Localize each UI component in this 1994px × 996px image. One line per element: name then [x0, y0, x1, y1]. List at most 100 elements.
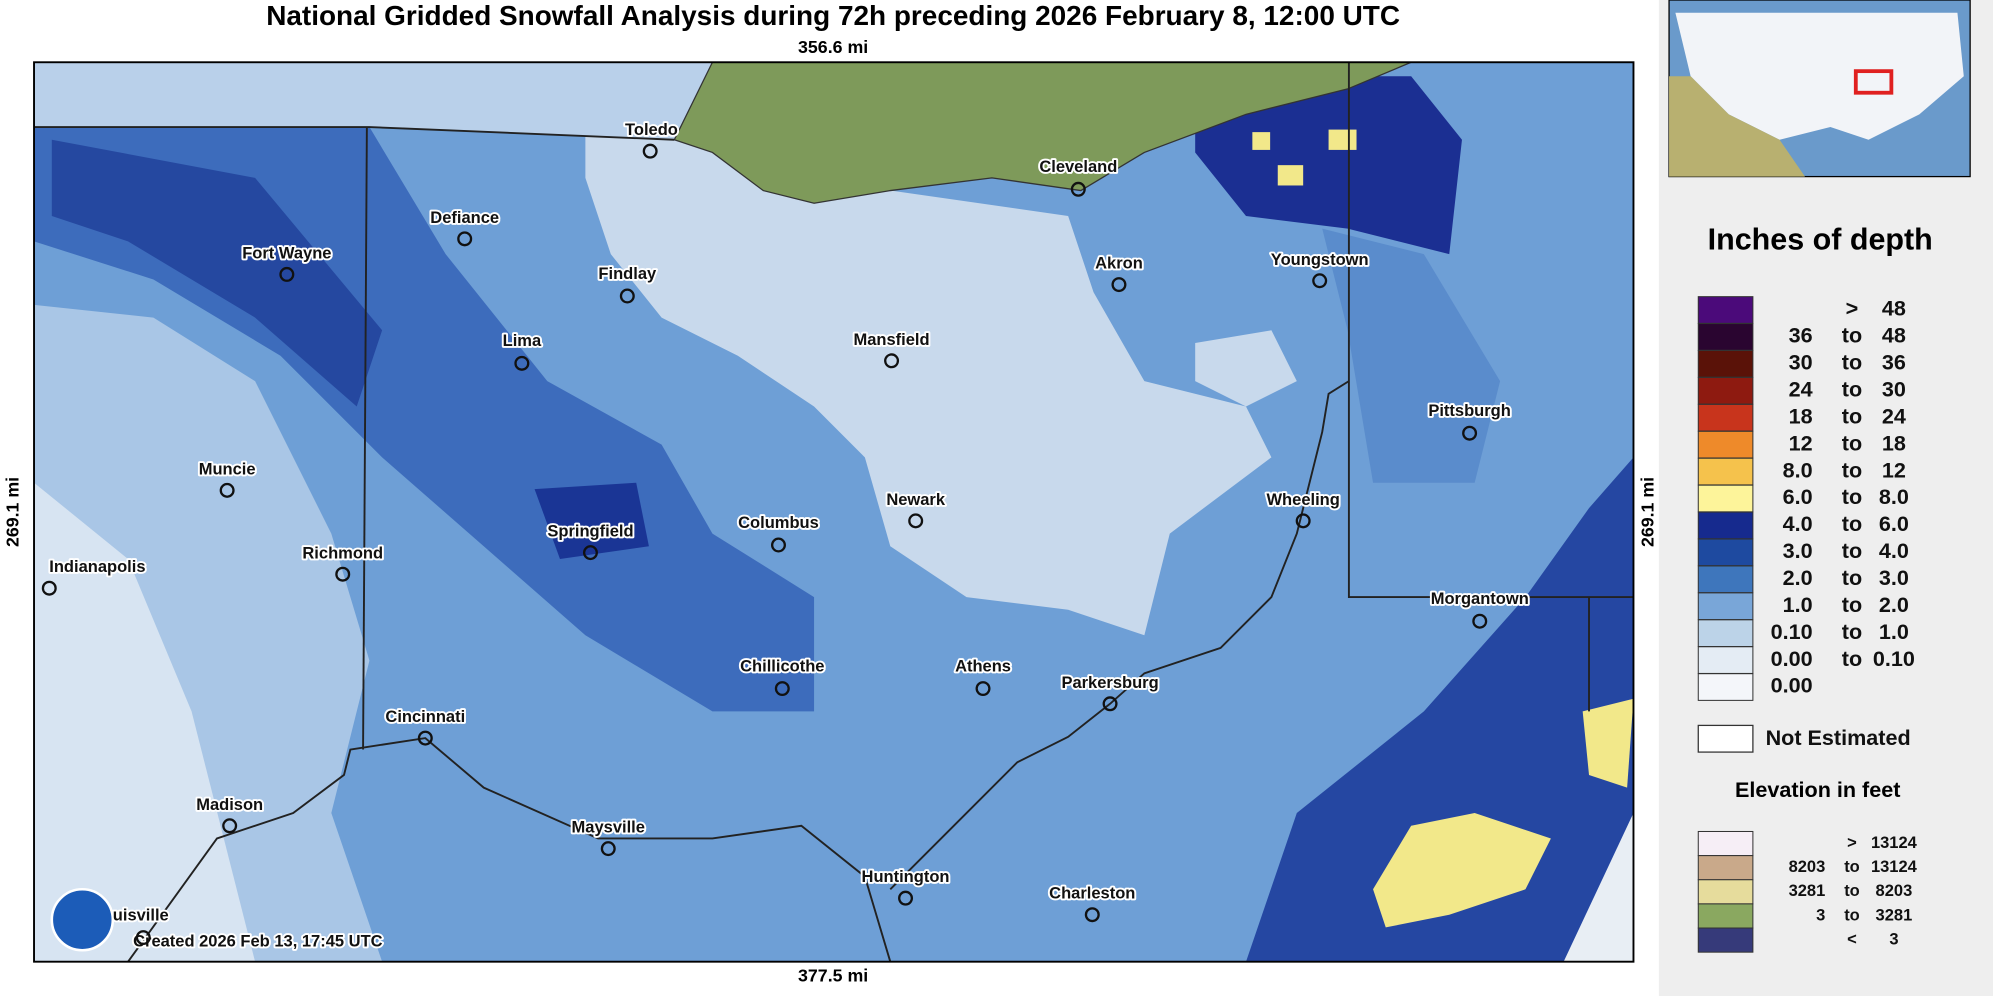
legend-high: 1.0: [1879, 619, 1909, 644]
map: [33, 61, 1635, 963]
snow-light: [585, 76, 1272, 636]
city-marker: [335, 566, 351, 582]
not-estimated-swatch: [1697, 724, 1754, 753]
legend-low: 1.0: [1783, 592, 1813, 617]
city-label: uisville: [113, 906, 169, 924]
legend-sep: to: [1842, 376, 1862, 401]
city-marker: [1111, 277, 1127, 293]
legend-high: 6.0: [1879, 511, 1909, 536]
legend-swatch: [1697, 673, 1754, 701]
city-label: Fort Wayne: [242, 244, 331, 262]
city-label: Muncie: [199, 460, 256, 478]
legend-high: 3.0: [1879, 565, 1909, 590]
scale-top: 356.6 mi: [798, 37, 868, 57]
state-line: [34, 126, 675, 141]
city-marker: [1102, 696, 1118, 712]
legend-high: 2.0: [1879, 592, 1909, 617]
snow-yellow: [1582, 698, 1634, 788]
legend-swatch: [1697, 296, 1754, 324]
city-marker: [219, 482, 235, 498]
legend-high: 48: [1882, 323, 1906, 348]
legend-swatch: [1697, 511, 1754, 540]
legend-low: 18: [1789, 403, 1813, 428]
legend-high: 0.10: [1873, 646, 1915, 671]
inset-map: [1668, 0, 1971, 178]
legend-high: 8.0: [1879, 484, 1909, 509]
legend-swatch: [1697, 619, 1754, 648]
legend-sep: to: [1842, 484, 1862, 509]
legend-sep: to: [1844, 858, 1860, 876]
legend-high: 3: [1889, 930, 1898, 948]
scale-left: 269.1 mi: [2, 477, 22, 547]
city-marker: [1312, 273, 1328, 289]
snow-yellow: [1328, 129, 1357, 150]
legend-swatch: [1697, 323, 1754, 351]
snow-light: [1195, 330, 1297, 407]
city-marker: [1472, 613, 1488, 629]
legend-high: 18: [1882, 430, 1906, 455]
legend-swatch: [1697, 830, 1754, 857]
city-label: Mansfield: [854, 331, 930, 349]
legend-low: 12: [1789, 430, 1813, 455]
city-label: Wheeling: [1266, 491, 1339, 509]
legend-swatch: [1697, 592, 1754, 621]
legend-high: 13124: [1871, 834, 1918, 852]
city-label: Cincinnati: [385, 708, 465, 726]
footer: Created 2026 Feb 13, 17:45 UTC: [133, 932, 383, 950]
snow-light: [1563, 813, 1634, 962]
city-label: Richmond: [302, 544, 383, 562]
ohio-river: [889, 380, 1350, 890]
city-label: Madison: [196, 796, 263, 814]
legend-high: 48: [1882, 296, 1906, 321]
legend-swatch: [1697, 484, 1754, 513]
snow-light: [34, 62, 713, 140]
state-line: [362, 127, 368, 750]
legend-sep: to: [1842, 619, 1862, 644]
city-label: Chillicothe: [740, 657, 824, 675]
city-marker: [619, 288, 635, 304]
city-marker: [279, 266, 295, 282]
city-label: Defiance: [430, 209, 499, 227]
legend-high: 8203: [1876, 882, 1913, 900]
legend-high: 4.0: [1879, 538, 1909, 563]
city-label: Parkersburg: [1061, 674, 1158, 692]
city-label: Springfield: [547, 523, 633, 541]
legend-low: 3: [1816, 906, 1825, 924]
city-label: Lima: [503, 332, 542, 350]
legend-high: 13124: [1871, 858, 1918, 876]
legend-swatch: [1697, 349, 1754, 378]
legend-high: 12: [1882, 457, 1906, 482]
title: National Gridded Snowfall Analysis durin…: [266, 0, 1400, 31]
legend-sep: to: [1842, 565, 1862, 590]
city-marker: [975, 681, 991, 697]
legend-low: 30: [1789, 350, 1813, 375]
legend-high: 24: [1882, 403, 1906, 428]
snow-dark: [51, 139, 383, 407]
legend-sep: to: [1842, 457, 1862, 482]
snow-dark: [1195, 76, 1462, 255]
city-marker: [135, 930, 151, 946]
snow-mid: [1322, 228, 1501, 483]
legend-title: Inches of depth: [1708, 222, 1933, 256]
legend-swatch: [1697, 903, 1754, 929]
city-label: Akron: [1095, 255, 1143, 273]
legend-sep: to: [1842, 646, 1862, 671]
inset-locator: [1853, 69, 1894, 95]
noaa-logo: [50, 888, 115, 952]
legend-swatch: [1697, 403, 1754, 432]
city-label: Maysville: [572, 819, 645, 837]
city-marker: [417, 730, 433, 746]
legend-sep: to: [1842, 403, 1862, 428]
ohio-river: [127, 737, 892, 962]
city-label: Morgantown: [1431, 590, 1529, 608]
legend-sep: >: [1847, 834, 1857, 852]
city-marker: [582, 545, 598, 561]
legend-swatch: [1697, 565, 1754, 594]
legend-swatch: [1697, 538, 1754, 567]
legend-sep: to: [1842, 350, 1862, 375]
snow-dark: [534, 482, 649, 559]
city-label: Charleston: [1049, 885, 1135, 903]
city-label: Youngstown: [1271, 251, 1369, 269]
legend-high: 36: [1882, 350, 1906, 375]
city-marker: [457, 231, 473, 247]
